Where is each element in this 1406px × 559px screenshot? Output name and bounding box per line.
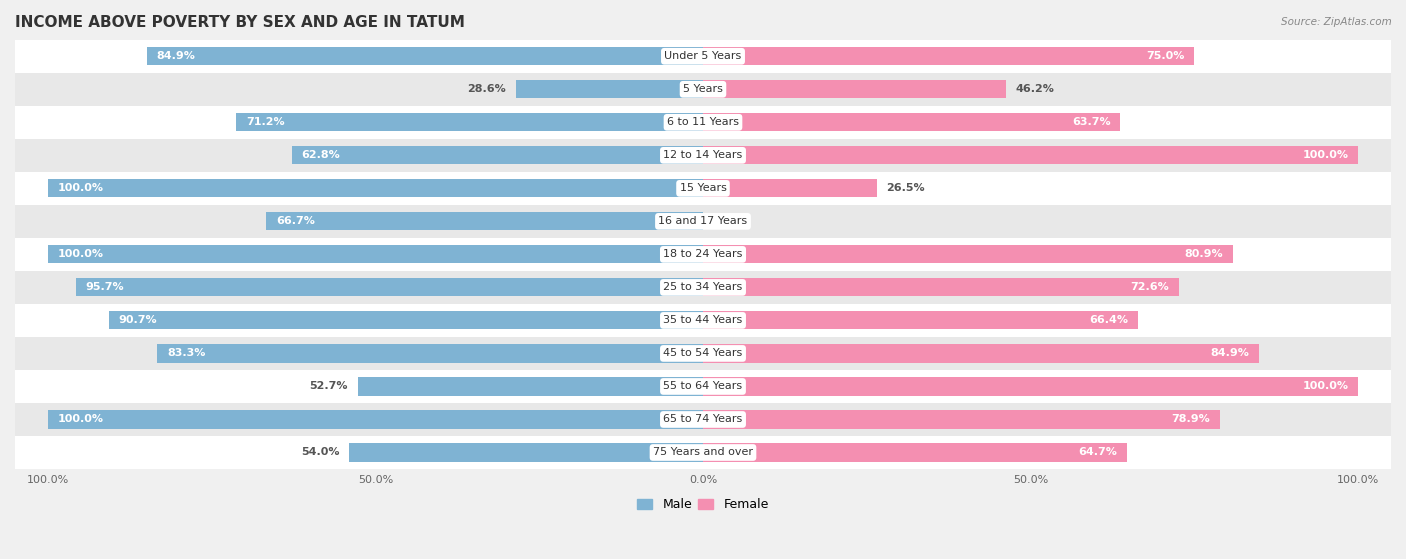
- Text: 35 to 44 Years: 35 to 44 Years: [664, 315, 742, 325]
- Text: 52.7%: 52.7%: [309, 381, 347, 391]
- Bar: [0, 106, 1406, 139]
- Text: 18 to 24 Years: 18 to 24 Years: [664, 249, 742, 259]
- Text: 66.4%: 66.4%: [1090, 315, 1128, 325]
- Text: 62.8%: 62.8%: [301, 150, 340, 160]
- Text: 100.0%: 100.0%: [1302, 381, 1348, 391]
- Bar: [146, 47, 703, 65]
- Text: 54.0%: 54.0%: [301, 448, 339, 457]
- Legend: Male, Female: Male, Female: [633, 493, 773, 517]
- Bar: [48, 179, 703, 197]
- Text: 83.3%: 83.3%: [167, 348, 205, 358]
- Bar: [0, 403, 1406, 436]
- Text: 90.7%: 90.7%: [118, 315, 157, 325]
- Bar: [516, 80, 703, 98]
- Bar: [76, 278, 703, 296]
- Text: 45 to 54 Years: 45 to 54 Years: [664, 348, 742, 358]
- Bar: [703, 47, 1195, 65]
- Text: 66.7%: 66.7%: [276, 216, 315, 226]
- Bar: [48, 245, 703, 263]
- Text: 46.2%: 46.2%: [1015, 84, 1054, 94]
- Text: 78.9%: 78.9%: [1171, 414, 1211, 424]
- Bar: [703, 377, 1358, 396]
- Text: 84.9%: 84.9%: [1211, 348, 1250, 358]
- Text: 55 to 64 Years: 55 to 64 Years: [664, 381, 742, 391]
- Bar: [703, 443, 1128, 462]
- Text: 75.0%: 75.0%: [1146, 51, 1185, 61]
- Text: 80.9%: 80.9%: [1185, 249, 1223, 259]
- Bar: [703, 311, 1137, 329]
- Text: 65 to 74 Years: 65 to 74 Years: [664, 414, 742, 424]
- Text: 75 Years and over: 75 Years and over: [652, 448, 754, 457]
- Text: Source: ZipAtlas.com: Source: ZipAtlas.com: [1281, 17, 1392, 27]
- Text: INCOME ABOVE POVERTY BY SEX AND AGE IN TATUM: INCOME ABOVE POVERTY BY SEX AND AGE IN T…: [15, 15, 465, 30]
- Text: 71.2%: 71.2%: [246, 117, 285, 127]
- Bar: [703, 344, 1260, 363]
- Text: 12 to 14 Years: 12 to 14 Years: [664, 150, 742, 160]
- Text: 25 to 34 Years: 25 to 34 Years: [664, 282, 742, 292]
- Bar: [349, 443, 703, 462]
- Bar: [0, 337, 1406, 370]
- Text: 15 Years: 15 Years: [679, 183, 727, 193]
- Bar: [703, 80, 1005, 98]
- Bar: [0, 139, 1406, 172]
- Bar: [703, 179, 876, 197]
- Bar: [0, 205, 1406, 238]
- Text: 64.7%: 64.7%: [1078, 448, 1118, 457]
- Text: 100.0%: 100.0%: [58, 414, 104, 424]
- Text: 100.0%: 100.0%: [1302, 150, 1348, 160]
- Text: 5 Years: 5 Years: [683, 84, 723, 94]
- Bar: [291, 146, 703, 164]
- Text: Under 5 Years: Under 5 Years: [665, 51, 741, 61]
- Text: 84.9%: 84.9%: [156, 51, 195, 61]
- Bar: [703, 146, 1358, 164]
- Text: 26.5%: 26.5%: [886, 183, 925, 193]
- Text: 63.7%: 63.7%: [1071, 117, 1111, 127]
- Bar: [236, 113, 703, 131]
- Bar: [0, 436, 1406, 469]
- Text: 0.0%: 0.0%: [713, 216, 744, 226]
- Bar: [703, 113, 1121, 131]
- Bar: [108, 311, 703, 329]
- Bar: [703, 410, 1220, 429]
- Bar: [357, 377, 703, 396]
- Bar: [0, 304, 1406, 337]
- Bar: [0, 172, 1406, 205]
- Bar: [703, 245, 1233, 263]
- Text: 100.0%: 100.0%: [58, 183, 104, 193]
- Text: 28.6%: 28.6%: [467, 84, 506, 94]
- Text: 6 to 11 Years: 6 to 11 Years: [666, 117, 740, 127]
- Text: 16 and 17 Years: 16 and 17 Years: [658, 216, 748, 226]
- Bar: [0, 40, 1406, 73]
- Bar: [157, 344, 703, 363]
- Text: 95.7%: 95.7%: [86, 282, 124, 292]
- Bar: [0, 73, 1406, 106]
- Text: 72.6%: 72.6%: [1130, 282, 1168, 292]
- Bar: [0, 370, 1406, 403]
- Bar: [0, 238, 1406, 271]
- Text: 100.0%: 100.0%: [58, 249, 104, 259]
- Bar: [0, 271, 1406, 304]
- Bar: [48, 410, 703, 429]
- Bar: [703, 278, 1178, 296]
- Bar: [266, 212, 703, 230]
